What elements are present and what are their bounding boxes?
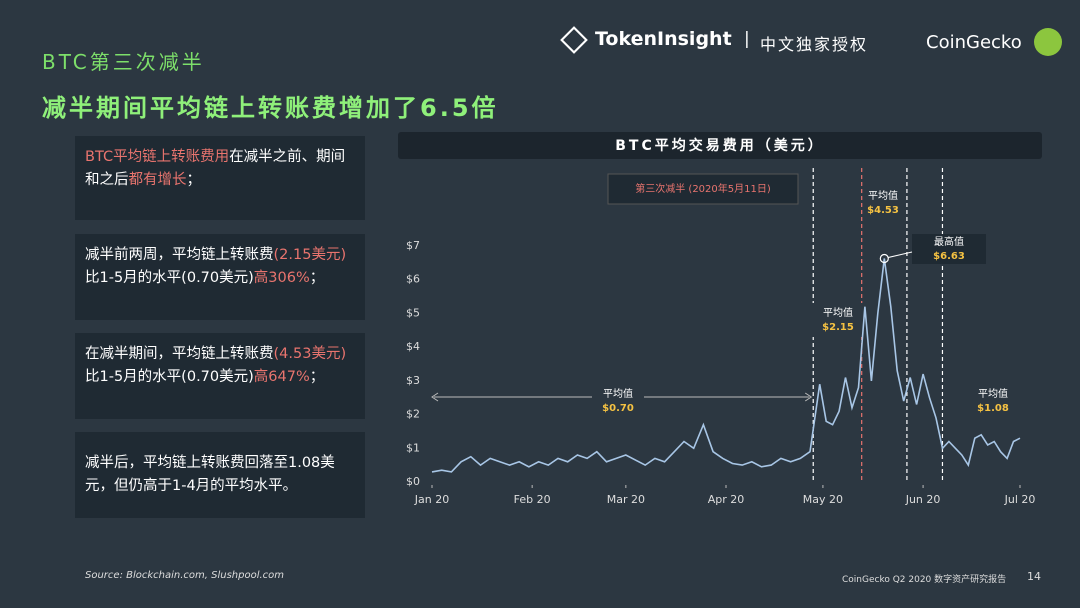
- x-tick-label: Jun 20: [905, 493, 941, 506]
- text-run: 减半后，平均链上转账费回落至1.08美元，但仍高于1-4月的平均水平。: [85, 455, 335, 494]
- annotation-value: $0.70: [602, 403, 634, 414]
- text-run: 在减半期间，平均链上转账费: [85, 346, 274, 362]
- peak-pointer: [888, 251, 913, 258]
- annotation-bg: [592, 384, 644, 418]
- text-box: BTC平均链上转账费用在减半之前、期间和之后都有增长；: [75, 136, 365, 220]
- chart-title-bar: [398, 132, 1042, 159]
- y-tick-label: $7: [406, 239, 420, 252]
- logo: TokenInsight: [595, 28, 732, 50]
- text-run: 高647%: [253, 369, 310, 385]
- license: 中文独家授权: [760, 35, 869, 54]
- text-run: (4.53美元): [273, 346, 347, 362]
- brand-icon: [1034, 28, 1062, 56]
- y-tick-label: $5: [406, 306, 420, 319]
- text-run: 比1-5月的水平(0.70美元): [85, 270, 254, 286]
- y-tick-label: $4: [406, 340, 420, 353]
- x-tick-label: Apr 20: [708, 493, 745, 506]
- page-number: 14: [1027, 570, 1041, 583]
- y-tick-label: $2: [406, 408, 420, 421]
- section-title: BTC第三次减半: [42, 50, 205, 74]
- annotation-label: 平均值: [978, 387, 1008, 400]
- annotation-value: $6.63: [933, 251, 965, 262]
- text-run: ；: [186, 172, 202, 188]
- annotation-label: 平均值: [868, 189, 898, 202]
- annotation-label: 平均值: [823, 306, 853, 319]
- x-tick-label: Jul 20: [1004, 493, 1036, 506]
- text-run: 都有增长: [128, 172, 187, 188]
- y-tick-label: $1: [406, 441, 420, 454]
- x-tick-label: May 20: [803, 493, 843, 506]
- text-box: 减半后，平均链上转账费回落至1.08美元，但仍高于1-4月的平均水平。: [75, 432, 365, 518]
- text-run: 在减半之前、期间和之后: [85, 149, 346, 188]
- annotation-label: 平均值: [603, 387, 633, 400]
- halving-label: 第三次减半 (2020年5月11日): [635, 182, 771, 195]
- text-box: 在减半期间，平均链上转账费(4.53美元) 比1-5月的水平(0.70美元)高64…: [75, 333, 365, 419]
- text-box: 减半前两周，平均链上转账费(2.15美元) 比1-5月的水平(0.70美元)高30…: [75, 234, 365, 320]
- x-tick-label: Jan 20: [414, 493, 449, 506]
- text-run: 高306%: [253, 270, 310, 286]
- annotation-value: $1.08: [977, 403, 1009, 414]
- y-tick-label: $0: [406, 475, 420, 488]
- x-tick-label: Feb 20: [514, 493, 551, 506]
- x-tick-label: Mar 20: [607, 493, 645, 506]
- annotation-label: 最高值: [934, 235, 964, 248]
- annotation-box: [912, 234, 986, 264]
- report: CoinGecko Q2 2020 数字资产研究报告: [842, 575, 1007, 585]
- annotation-bg: [812, 303, 864, 337]
- halving-label-box: [607, 173, 799, 205]
- peak-marker: [879, 253, 889, 264]
- y-tick-label: $6: [406, 273, 420, 286]
- text-run: 比1-5月的水平(0.70美元): [85, 369, 254, 385]
- source: Source: Blockchain.com, Slushpool.com: [85, 570, 285, 581]
- text-run: ；: [309, 270, 325, 286]
- headline: 减半期间平均链上转账费增加了6.5倍: [42, 94, 499, 122]
- text-run: BTC平均链上转账费用: [85, 149, 230, 165]
- line: [431, 258, 1021, 473]
- annotation-value: $4.53: [867, 205, 899, 216]
- divider: |: [744, 29, 750, 49]
- chart-title: BTC平均交易费用（美元）: [615, 137, 825, 154]
- arrow-head: [804, 392, 813, 402]
- text-run: (2.15美元): [273, 247, 347, 263]
- annotation-value: $2.15: [822, 322, 854, 333]
- y-tick-label: $3: [406, 374, 420, 387]
- text-run: ；: [309, 369, 325, 385]
- brand: CoinGecko: [926, 32, 1022, 53]
- text-run: 减半前两周，平均链上转账费: [85, 247, 274, 263]
- arrow-head: [431, 392, 439, 402]
